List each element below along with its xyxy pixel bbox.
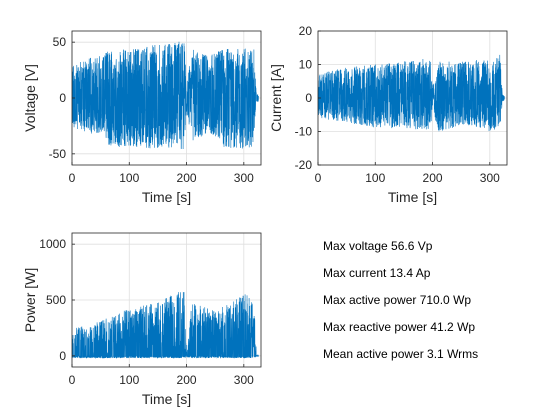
current-xtick-label: 300	[480, 171, 500, 185]
power-xtick-label: 300	[234, 373, 254, 387]
power-ytick-label: 500	[46, 293, 66, 307]
current-xtick-label: 100	[365, 171, 385, 185]
current-axes: 0 100 200 300 -20 -10 0 10 20 Time [s] Current [A]	[268, 24, 508, 205]
stat-mean-active-power: Mean active power 3.1 Wrms	[323, 347, 479, 361]
stat-max-active-power: Max active power 710.0 Wp	[323, 293, 472, 307]
current-ytick-label: -10	[295, 125, 313, 139]
power-ytick-label: 0	[59, 349, 66, 363]
stat-max-reactive-power: Max reactive power 41.2 Wp	[323, 320, 476, 334]
power-ytick-label: 1000	[39, 237, 66, 251]
voltage-xtick-label: 200	[177, 171, 197, 185]
voltage-xlabel: Time [s]	[142, 189, 191, 205]
voltage-ylabel: Voltage [V]	[22, 64, 38, 132]
current-ytick-label: 10	[299, 58, 313, 72]
voltage-series-line	[72, 41, 260, 150]
voltage-xtick-label: 100	[119, 171, 139, 185]
power-xtick-label: 100	[119, 373, 139, 387]
stat-max-current: Max current 13.4 Ap	[323, 266, 431, 280]
current-series-line	[318, 54, 506, 132]
power-xlabel: Time [s]	[142, 391, 191, 407]
power-xtick-label: 0	[69, 373, 76, 387]
current-xtick-label: 0	[315, 171, 322, 185]
power-series-line	[72, 292, 260, 359]
voltage-ytick-label: -50	[49, 147, 67, 161]
voltage-xtick-label: 0	[69, 171, 76, 185]
current-ytick-label: -20	[295, 158, 313, 172]
current-xtick-label: 200	[423, 171, 443, 185]
voltage-ytick-label: 50	[53, 35, 67, 49]
power-xtick-label: 200	[177, 373, 197, 387]
voltage-xtick-label: 300	[234, 171, 254, 185]
power-axes: 0 100 200 300 0 500 1000 Time [s] Power [W]	[22, 232, 262, 407]
stats-panel: Max voltage 56.6 Vp Max current 13.4 Ap …	[323, 236, 478, 371]
current-ytick-label: 20	[299, 24, 313, 38]
power-ylabel: Power [W]	[22, 268, 38, 333]
voltage-ytick-label: 0	[59, 91, 66, 105]
current-xlabel: Time [s]	[388, 189, 437, 205]
current-ylabel: Current [A]	[268, 64, 284, 132]
current-ytick-label: 0	[305, 91, 312, 105]
stat-max-voltage: Max voltage 56.6 Vp	[323, 239, 433, 253]
